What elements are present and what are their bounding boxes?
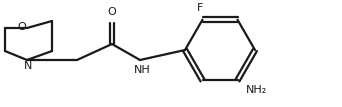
Text: N: N [24, 61, 32, 71]
Text: NH₂: NH₂ [246, 85, 267, 95]
Text: O: O [108, 7, 116, 17]
Text: F: F [197, 3, 204, 13]
Text: O: O [17, 22, 26, 32]
Text: NH: NH [134, 65, 150, 75]
